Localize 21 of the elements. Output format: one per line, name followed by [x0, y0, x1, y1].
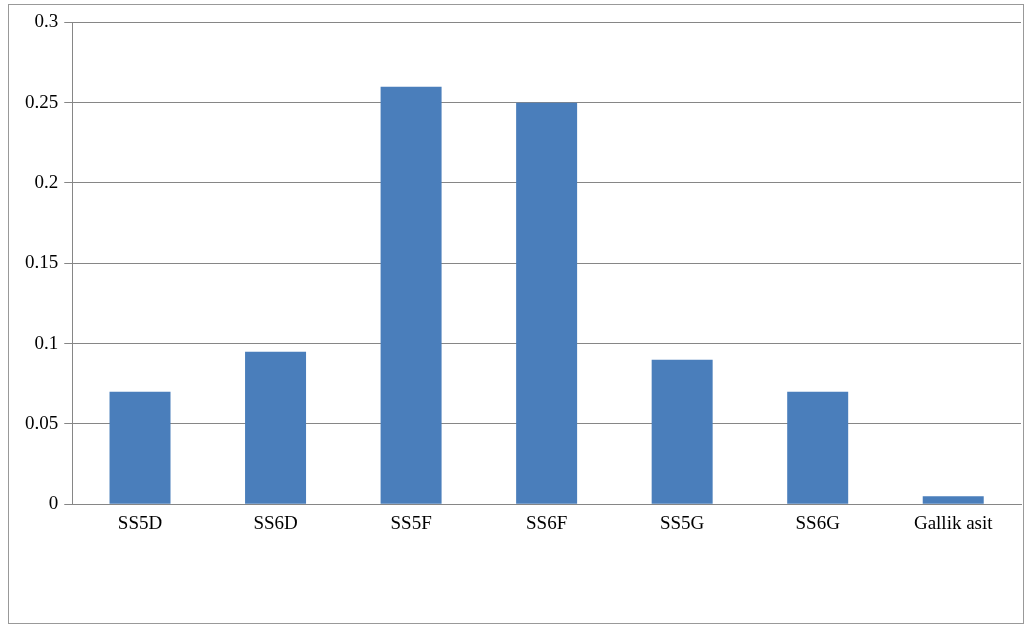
bar: [245, 351, 307, 504]
bar: [922, 496, 984, 504]
y-tick-label: 0.05: [25, 411, 59, 433]
y-tick-label: 0.15: [25, 251, 59, 273]
x-tick-label: SS6F: [526, 511, 568, 533]
x-tick-label: SS5D: [117, 511, 163, 533]
x-tick-label: SS6D: [253, 511, 298, 533]
bar: [651, 359, 713, 504]
x-tick-label: SS5F: [390, 511, 432, 533]
y-tick-label: 0: [48, 492, 59, 514]
y-tick-label: 0.3: [34, 10, 59, 32]
y-tick-label: 0.2: [34, 170, 59, 192]
x-tick-label: SS6G: [795, 511, 841, 533]
x-tick-label: Gallik asit: [913, 511, 994, 533]
y-tick-label: 0.25: [25, 90, 59, 112]
bar: [516, 102, 578, 504]
bar: [380, 86, 442, 504]
bar: [109, 391, 171, 504]
x-tick-label: SS5G: [659, 511, 705, 533]
y-tick-label: 0.1: [34, 331, 59, 353]
bar: [787, 391, 849, 504]
